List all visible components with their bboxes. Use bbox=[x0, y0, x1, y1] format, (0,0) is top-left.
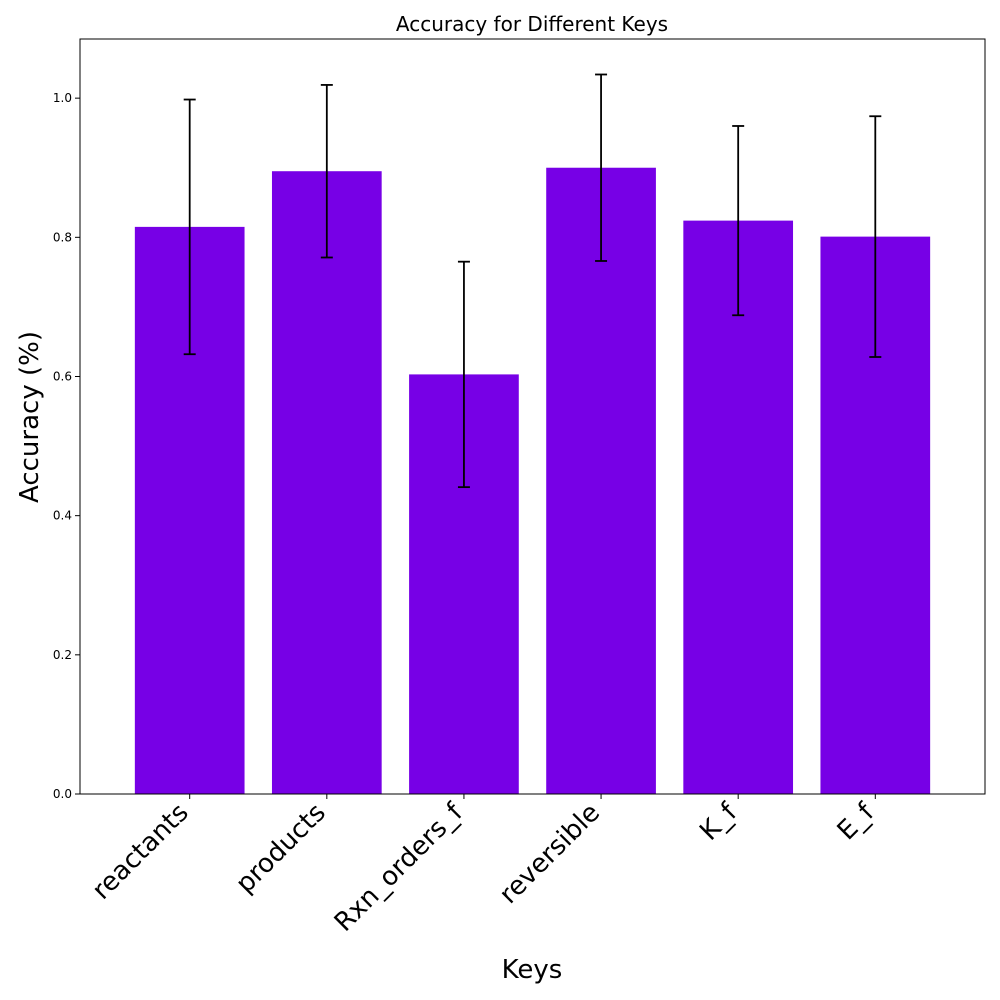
x-tick-label-1: products bbox=[230, 798, 332, 900]
bar-1 bbox=[271, 171, 382, 794]
bar-3 bbox=[546, 167, 656, 794]
y-tick-label-2: 0.4 bbox=[53, 509, 72, 523]
y-axis: 0.0 0.2 0.4 0.6 0.8 1.0 bbox=[53, 91, 80, 801]
y-tick-label-1: 0.2 bbox=[53, 648, 72, 662]
x-tick-label-5: E_f bbox=[832, 797, 881, 846]
bar-4 bbox=[683, 220, 794, 795]
chart-title: Accuracy for Different Keys bbox=[396, 12, 668, 36]
plot-frame bbox=[79, 38, 986, 795]
y-tick-label-5: 1.0 bbox=[53, 91, 72, 105]
x-tick-label-0: reactants bbox=[87, 798, 195, 906]
y-tick-label-4: 0.8 bbox=[53, 230, 72, 244]
x-tick-label-4: K_f bbox=[694, 797, 744, 847]
y-axis-label: Accuracy (%) bbox=[15, 331, 45, 503]
x-axis-label: Keys bbox=[502, 955, 563, 985]
y-tick-label-3: 0.6 bbox=[53, 369, 72, 383]
x-tick-label-3: reversible bbox=[494, 798, 606, 910]
bars-group bbox=[134, 167, 931, 795]
errorbars-group bbox=[183, 73, 882, 489]
x-tick-label-2: Rxn_orders_f bbox=[329, 797, 470, 938]
y-tick-label-0: 0.0 bbox=[53, 787, 72, 801]
